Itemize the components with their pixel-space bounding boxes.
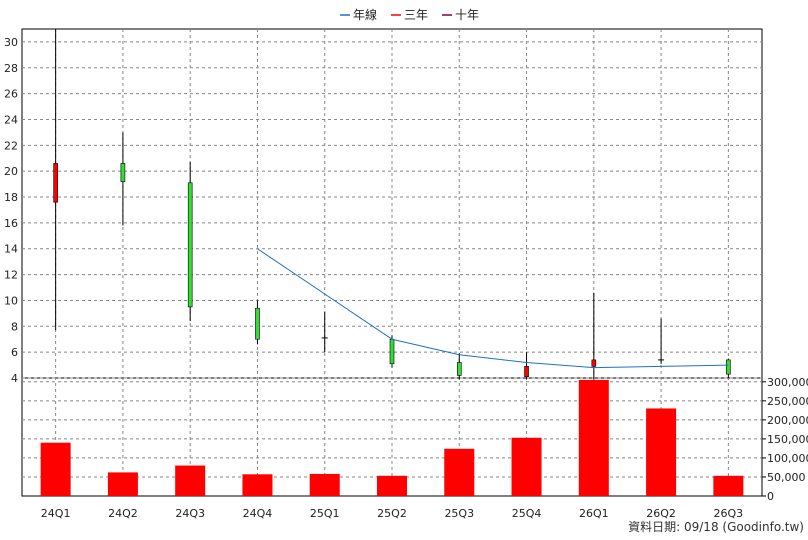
legend: 年線 三年 十年 [340, 7, 479, 22]
candle-body [524, 366, 529, 378]
price-tick-label: 8 [11, 320, 18, 333]
volume-bar [175, 465, 206, 496]
volume-axis: 0 50,000 100,000 150,000 200,000 250,000 300,0… [762, 376, 808, 503]
x-axis: 24Q1 24Q2 24Q3 24Q4 25Q1 25Q2 25Q3 25Q4 26Q1 26Q2… [41, 507, 743, 520]
price-tick-label: 20 [4, 165, 18, 178]
candle-body [456, 362, 462, 376]
volume-bar [242, 474, 273, 496]
price-tick-label: 6 [11, 346, 18, 359]
price-tick-label: 22 [4, 139, 18, 152]
x-tick-label: 26Q3 [714, 507, 744, 520]
volume-bar [713, 475, 744, 496]
candle-body [726, 359, 731, 375]
price-tick-label: 10 [4, 294, 18, 307]
legend-label-0: 年線 [353, 7, 377, 22]
candlesticks [53, 29, 731, 380]
volume-tick-label: 300,000 [767, 376, 808, 389]
year-line-series [257, 248, 729, 369]
volume-tick-label: 250,000 [767, 395, 808, 408]
candle-body [53, 163, 58, 203]
volume-bar [444, 448, 475, 496]
volume-bar [377, 475, 407, 496]
price-tick-label: 4 [11, 372, 18, 385]
price-tick-label: 26 [4, 88, 18, 101]
volume-bars [40, 379, 744, 496]
x-tick-label: 25Q3 [444, 507, 474, 520]
legend-label-1: 三年 [404, 8, 428, 22]
volume-tick-label: 100,000 [767, 452, 808, 465]
price-tick-label: 18 [4, 191, 18, 204]
volume-bar [40, 442, 71, 496]
footer-source: 資料日期: 09/18 (Goodinfo.tw) [628, 520, 804, 534]
year-line [257, 248, 729, 369]
x-tick-label: 24Q1 [41, 507, 71, 520]
candle-body [120, 163, 126, 182]
volume-bar [107, 472, 138, 496]
candle-body [389, 338, 395, 365]
x-tick-label: 26Q1 [579, 507, 609, 520]
volume-tick-label: 0 [767, 490, 774, 503]
volume-tick-label: 200,000 [767, 414, 808, 427]
x-tick-label: 25Q2 [377, 507, 407, 520]
x-tick-label: 24Q2 [108, 507, 138, 520]
price-tick-label: 14 [4, 243, 18, 256]
x-tick-label: 25Q1 [310, 507, 340, 520]
x-tick-label: 24Q4 [243, 507, 273, 520]
volume-tick-label: 150,000 [767, 433, 808, 446]
legend-label-2: 十年 [455, 8, 479, 22]
volume-bar [511, 437, 542, 496]
price-tick-label: 12 [4, 269, 18, 282]
price-tick-label: 30 [4, 36, 18, 49]
price-tick-label: 28 [4, 62, 18, 75]
price-tick-label: 24 [4, 113, 18, 126]
candle-body [255, 307, 260, 340]
candle-body [187, 182, 193, 308]
x-tick-label: 24Q3 [175, 507, 205, 520]
volume-tick-label: 50,000 [767, 471, 806, 484]
candle-body [591, 359, 597, 367]
x-tick-label: 25Q4 [512, 507, 542, 520]
price-tick-label: 16 [4, 217, 18, 230]
price-axis: 4 6 8 10 12 14 16 18 20 22 24 26 28 30 [4, 36, 18, 385]
x-tick-label: 26Q2 [646, 507, 676, 520]
volume-bar [309, 473, 340, 496]
volume-bar [646, 408, 677, 496]
volume-bar [578, 379, 609, 496]
